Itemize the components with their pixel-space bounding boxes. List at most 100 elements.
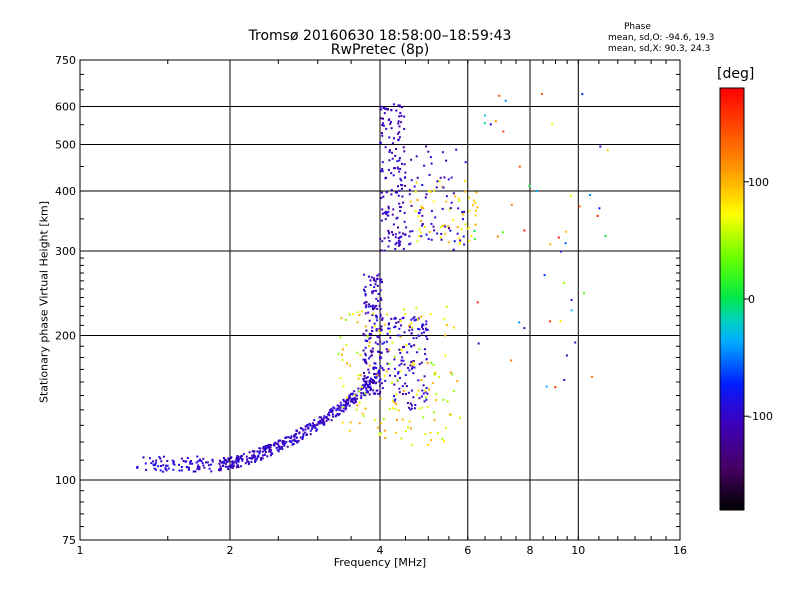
data-point xyxy=(276,449,279,452)
data-point xyxy=(379,237,382,240)
data-point xyxy=(365,377,368,379)
data-point xyxy=(411,230,414,233)
data-point xyxy=(460,228,463,231)
data-point xyxy=(421,325,423,328)
data-point xyxy=(379,315,382,318)
data-point xyxy=(351,392,354,395)
data-point xyxy=(372,368,375,370)
data-point xyxy=(403,363,406,366)
chart-subtitle: RwPretec (8p) xyxy=(330,42,430,58)
data-point xyxy=(332,406,335,409)
data-point xyxy=(362,392,365,395)
data-point xyxy=(287,436,290,439)
data-point xyxy=(402,247,405,250)
data-point xyxy=(518,165,521,168)
data-point xyxy=(523,229,526,232)
data-point xyxy=(386,350,389,353)
data-point xyxy=(379,432,382,434)
data-point xyxy=(363,385,366,388)
data-point xyxy=(380,249,383,252)
data-point xyxy=(378,374,381,377)
data-point xyxy=(415,155,418,158)
data-point xyxy=(355,394,358,397)
data-point xyxy=(359,374,362,377)
data-point xyxy=(394,233,397,236)
data-point xyxy=(290,435,293,438)
data-point xyxy=(403,115,406,118)
data-point xyxy=(475,191,478,194)
data-point xyxy=(384,379,387,382)
data-point xyxy=(381,212,384,215)
data-point xyxy=(421,324,424,327)
data-point xyxy=(222,465,225,467)
data-point xyxy=(565,230,568,233)
data-point xyxy=(419,231,422,234)
data-point xyxy=(366,376,369,379)
data-point xyxy=(403,220,406,223)
data-point xyxy=(403,308,405,311)
data-point xyxy=(363,377,366,380)
data-point xyxy=(363,302,366,305)
data-point xyxy=(368,341,371,344)
data-point xyxy=(458,237,461,240)
data-point xyxy=(325,419,328,422)
data-point xyxy=(444,225,447,228)
data-point xyxy=(346,362,348,365)
data-point xyxy=(220,461,223,464)
data-point xyxy=(412,360,415,362)
chart-title: Tromsø 20160630 18:58:00–18:59:43 xyxy=(248,28,512,44)
data-point xyxy=(385,176,388,179)
data-point xyxy=(299,436,302,439)
data-point xyxy=(428,190,431,192)
data-point xyxy=(318,416,321,419)
data-point xyxy=(343,400,346,403)
data-point xyxy=(241,458,243,461)
data-point xyxy=(448,227,450,230)
data-point xyxy=(388,240,391,242)
data-point xyxy=(375,373,378,376)
data-point xyxy=(389,336,392,339)
data-point xyxy=(328,411,330,414)
data-point xyxy=(375,289,377,292)
data-point xyxy=(398,327,401,330)
data-point xyxy=(262,445,265,448)
data-point xyxy=(277,439,280,442)
data-point xyxy=(223,457,225,459)
data-point xyxy=(360,388,363,391)
data-point xyxy=(433,418,436,421)
data-point xyxy=(421,224,424,227)
data-point xyxy=(392,401,395,404)
data-point xyxy=(379,356,382,359)
data-point xyxy=(435,399,437,402)
data-point xyxy=(346,402,349,405)
phase-o-stats: mean, sd,O: -94.6, 19.3 xyxy=(608,33,715,43)
data-point xyxy=(345,343,348,346)
data-point xyxy=(388,149,391,152)
data-point xyxy=(430,162,433,165)
data-point xyxy=(463,243,466,246)
data-point xyxy=(348,404,351,407)
data-point xyxy=(349,364,352,367)
data-point xyxy=(443,317,446,320)
y-tick-label: 75 xyxy=(62,534,76,547)
data-point xyxy=(466,227,469,230)
data-point xyxy=(417,379,420,382)
data-point xyxy=(373,325,376,328)
data-point xyxy=(599,145,602,148)
data-point xyxy=(368,380,371,382)
data-point xyxy=(364,354,367,357)
data-point xyxy=(394,248,397,250)
data-point xyxy=(364,381,367,384)
data-point xyxy=(425,193,428,196)
data-point xyxy=(397,132,399,135)
data-point xyxy=(393,317,396,320)
data-point xyxy=(373,286,376,289)
data-point xyxy=(232,464,235,467)
data-point xyxy=(226,465,229,468)
data-point xyxy=(501,231,504,234)
data-point xyxy=(248,451,251,454)
data-point xyxy=(387,119,390,121)
data-point xyxy=(356,321,359,324)
data-point xyxy=(380,278,383,281)
data-point xyxy=(360,387,363,390)
